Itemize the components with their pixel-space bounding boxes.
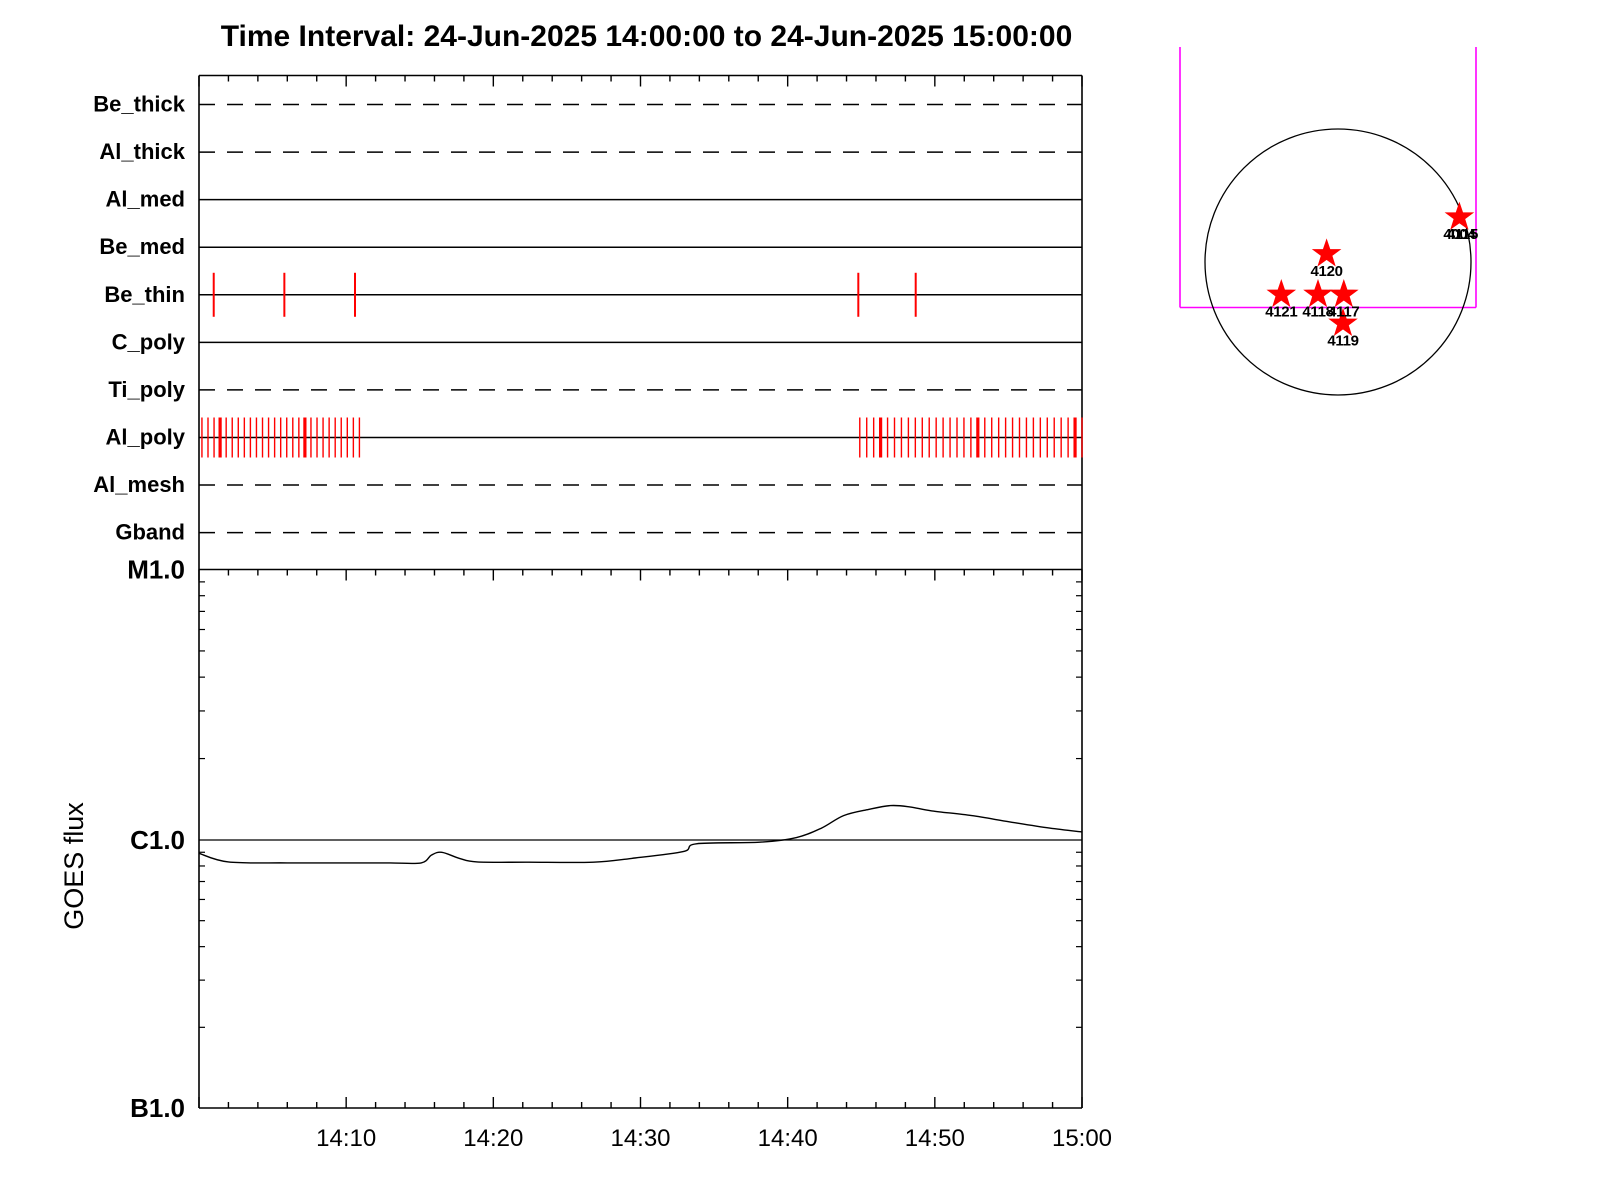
svg-text:C_poly: C_poly xyxy=(112,329,186,354)
svg-text:14:50: 14:50 xyxy=(905,1125,965,1152)
svg-text:M1.0: M1.0 xyxy=(127,555,185,585)
svg-text:4120: 4120 xyxy=(1311,263,1343,280)
svg-text:Al_thick: Al_thick xyxy=(99,139,185,164)
svg-text:Be_thin: Be_thin xyxy=(104,282,185,307)
svg-text:Be_thick: Be_thick xyxy=(93,92,185,117)
svg-text:4119: 4119 xyxy=(1327,332,1358,349)
svg-text:B1.0: B1.0 xyxy=(130,1093,185,1123)
svg-text:GOES flux: GOES flux xyxy=(59,802,89,930)
svg-text:15:00: 15:00 xyxy=(1052,1125,1112,1152)
svg-text:Al_poly: Al_poly xyxy=(106,424,186,449)
svg-text:Al_mesh: Al_mesh xyxy=(93,472,185,497)
svg-text:14:30: 14:30 xyxy=(610,1125,670,1152)
svg-text:Gband: Gband xyxy=(115,520,185,545)
svg-text:Be_med: Be_med xyxy=(99,234,185,259)
svg-text:Al_med: Al_med xyxy=(106,187,185,212)
svg-text:C1.0: C1.0 xyxy=(130,825,185,855)
svg-text:4121: 4121 xyxy=(1265,304,1297,321)
svg-text:Time Interval: 24-Jun-2025 14:: Time Interval: 24-Jun-2025 14:00:00 to 2… xyxy=(221,20,1073,53)
svg-text:4117: 4117 xyxy=(1328,304,1359,321)
svg-text:14:40: 14:40 xyxy=(758,1125,818,1152)
svg-text:Ti_poly: Ti_poly xyxy=(108,377,185,402)
svg-text:14:10: 14:10 xyxy=(316,1125,376,1152)
svg-text:4115: 4115 xyxy=(1447,226,1478,243)
svg-text:14:20: 14:20 xyxy=(463,1125,523,1152)
